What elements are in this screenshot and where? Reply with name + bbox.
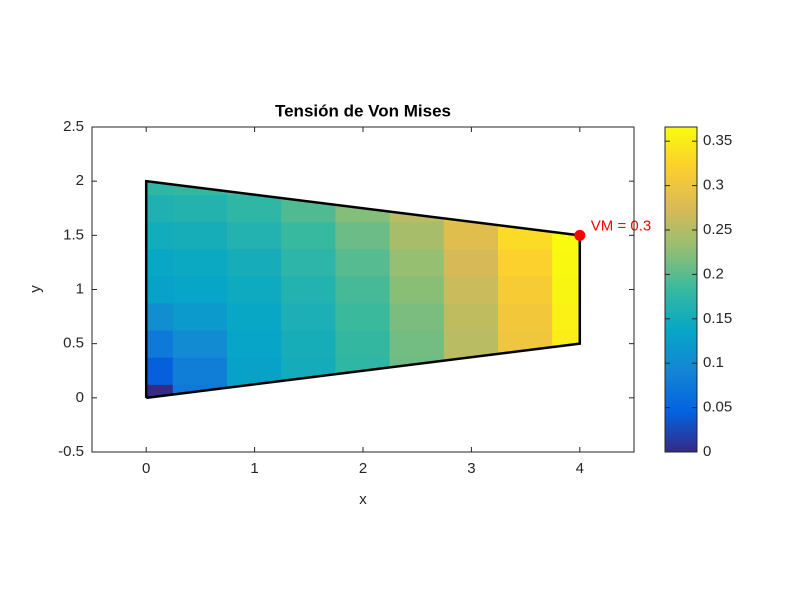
field-cell [552,302,580,331]
field-cell [281,329,337,358]
field-cell [227,248,283,277]
field-cell [172,275,228,304]
x-tick-label: 1 [250,460,258,477]
field-cell [389,302,445,331]
field-cell [498,248,554,277]
field-cell [172,356,228,385]
colorbar-tick-label: 0.25 [703,221,732,238]
y-tick-label: 1.5 [63,226,84,243]
field-cell [146,248,174,277]
colorbar-tick-label: 0.3 [703,177,724,194]
field-cell [227,329,283,358]
field-cell [552,248,580,277]
field-cell [227,302,283,331]
x-tick-label: 4 [576,460,584,477]
field-cell [146,356,174,385]
x-tick-label: 3 [467,460,475,477]
colorbar-tick-label: 0.35 [703,132,732,149]
field-cell [146,275,174,304]
field-cell [281,302,337,331]
field-cell [389,329,445,358]
field-cell [146,194,174,223]
field-cell [335,275,391,304]
x-tick-label: 2 [359,460,367,477]
field-cell [335,221,391,250]
annotation: VM = 0.3 [591,217,651,234]
y-tick-label: 2.5 [63,118,84,135]
field-cell [146,221,174,250]
colorbar-tick-label: 0 [703,443,711,460]
field-cell [227,221,283,250]
field-cell [389,275,445,304]
field-cell [443,275,499,304]
field-cell [281,248,337,277]
colorbar-tick-label: 0.05 [703,399,732,416]
field-cell [443,248,499,277]
field-cell [172,221,228,250]
field-cell [552,275,580,304]
colorbar-tick-label: 0.1 [703,354,724,371]
field-cell [389,248,445,277]
field-cell [443,329,499,358]
field-cell [389,221,445,250]
marker [574,229,586,241]
field-cell [227,356,283,385]
field-cell [172,329,228,358]
y-tick-label: 0 [76,389,84,406]
field-cell [281,275,337,304]
y-axis-label: y [27,285,44,293]
field-cell [146,302,174,331]
field-cell [172,302,228,331]
field-cell [335,248,391,277]
field-cell [227,194,283,223]
field-cell [281,221,337,250]
colorbar-tick-label: 0.2 [703,265,724,282]
field-cell [172,248,228,277]
x-axis-label: x [359,491,367,508]
chart-title: Tensión de Von Mises [275,101,451,120]
field-cell [443,221,499,250]
field-cell [335,302,391,331]
field-cell [227,275,283,304]
field-cell [172,194,228,223]
x-tick-label: 0 [142,460,150,477]
field-cell [335,329,391,358]
field-cell [146,329,174,358]
y-tick-label: 1 [76,280,84,297]
y-tick-label: 0.5 [63,335,84,352]
field-cell [443,302,499,331]
y-tick-label: -0.5 [58,443,84,460]
colorbar [664,126,698,453]
field-cell [498,275,554,304]
colorbar-tick-label: 0.15 [703,310,732,327]
field-cell [498,302,554,331]
y-tick-label: 2 [76,172,84,189]
